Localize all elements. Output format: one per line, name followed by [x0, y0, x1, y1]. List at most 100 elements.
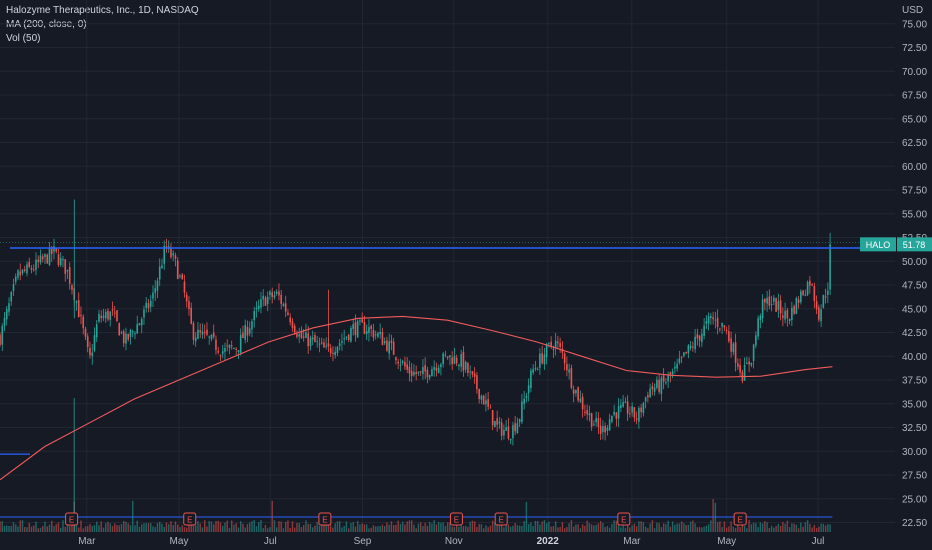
symbol-title[interactable]: Halozyme Therapeutics, Inc., 1D, NASDAQ: [6, 5, 199, 16]
volume-bar: [374, 526, 377, 532]
volume-bar: [318, 525, 321, 532]
volume-bar: [581, 524, 584, 532]
candle-body: [782, 315, 784, 318]
volume-bar: [343, 525, 345, 532]
candle-body: [629, 413, 631, 415]
volume-bar: [739, 527, 741, 532]
candle-body: [597, 418, 600, 427]
candle-body: [289, 317, 291, 323]
volume-bar: [784, 523, 786, 532]
candle-body: [302, 336, 305, 338]
candle-body: [617, 406, 620, 419]
volume-bar: [350, 522, 352, 532]
candle-body: [235, 348, 238, 350]
candle-body: [779, 300, 782, 314]
volume-bar: [815, 528, 818, 532]
volume-bar: [716, 522, 719, 532]
volume-bar: [728, 526, 730, 532]
volume-bar: [284, 521, 287, 532]
candle-body: [620, 405, 622, 408]
volume-bar: [640, 521, 642, 532]
volume-bar: [633, 523, 636, 532]
candle-body: [377, 333, 379, 337]
candle-body: [174, 255, 177, 259]
y-tick-label: 22.50: [902, 518, 927, 529]
candle-body: [185, 294, 188, 302]
volume-bar: [132, 500, 134, 532]
volume-bar: [323, 522, 325, 532]
volume-bar: [244, 527, 246, 532]
earnings-marker-box[interactable]: [183, 512, 197, 526]
candle-body: [262, 295, 265, 300]
volume-bar: [476, 527, 478, 532]
candle-body: [39, 255, 42, 263]
volume-bar: [93, 525, 96, 532]
earnings-marker-label: E: [187, 516, 192, 525]
x-tick-label: Jul: [812, 536, 825, 547]
candle-body: [278, 291, 280, 296]
earnings-marker-label: E: [69, 516, 74, 525]
volume-bar: [8, 525, 10, 532]
candle-body: [253, 310, 256, 321]
candle-body: [656, 379, 658, 388]
candle-body: [611, 415, 613, 422]
candle-body: [111, 309, 114, 311]
candle-body: [426, 369, 429, 378]
earnings-marker: E: [494, 512, 508, 526]
volume-bar: [273, 520, 276, 532]
price-tag-value-bg: [897, 237, 932, 252]
candle-body: [543, 354, 546, 365]
earnings-marker-box[interactable]: [449, 512, 463, 526]
candle-body: [68, 267, 71, 284]
volume-bar: [712, 499, 714, 532]
volume-bar: [138, 526, 141, 532]
volume-bar: [424, 522, 426, 532]
volume-bar: [271, 500, 273, 532]
volume-bar: [370, 527, 372, 532]
volume-bar: [437, 521, 440, 532]
candle-body: [435, 367, 438, 371]
candle-body: [680, 356, 683, 358]
volume-bar: [168, 524, 170, 532]
candle-body: [451, 357, 453, 365]
volume-bar: [656, 522, 658, 532]
earnings-marker-box[interactable]: [318, 512, 332, 526]
candle-body: [273, 295, 276, 298]
volume-bar: [498, 524, 501, 532]
candle-body: [307, 333, 309, 347]
ma-indicator-label[interactable]: MA (200, close, 0): [6, 19, 87, 30]
earnings-marker-label: E: [737, 516, 742, 525]
candle-body: [392, 342, 395, 355]
earnings-marker-box[interactable]: [733, 512, 747, 526]
volume-bar: [377, 526, 379, 532]
candle-body: [255, 307, 258, 310]
candle-body: [766, 297, 768, 304]
volume-bar: [282, 528, 285, 532]
volume-bar: [653, 528, 656, 532]
candle-body: [230, 345, 233, 347]
earnings-marker-box[interactable]: [65, 512, 79, 526]
volume-bar: [215, 521, 217, 532]
volume-indicator-label[interactable]: Vol (50): [6, 33, 41, 44]
candle-body: [379, 331, 381, 335]
earnings-marker-box[interactable]: [617, 512, 631, 526]
volume-bar: [368, 528, 370, 532]
volume-bar: [786, 520, 789, 532]
volume-bar: [87, 526, 89, 532]
candle-body: [422, 367, 424, 375]
volume-bar: [734, 528, 737, 532]
volume-bar: [251, 521, 253, 532]
volume-bar: [485, 525, 487, 532]
candle-body: [791, 307, 793, 320]
candle-body: [23, 269, 26, 271]
volume-bar: [748, 520, 750, 532]
candle-body: [143, 309, 145, 318]
volume-bar: [534, 520, 537, 532]
candle-body: [93, 335, 96, 351]
volume-bar: [123, 520, 125, 532]
earnings-marker-box[interactable]: [494, 512, 508, 526]
volume-bar: [10, 525, 12, 532]
candle-body: [266, 296, 269, 304]
volume-bar: [469, 521, 471, 532]
